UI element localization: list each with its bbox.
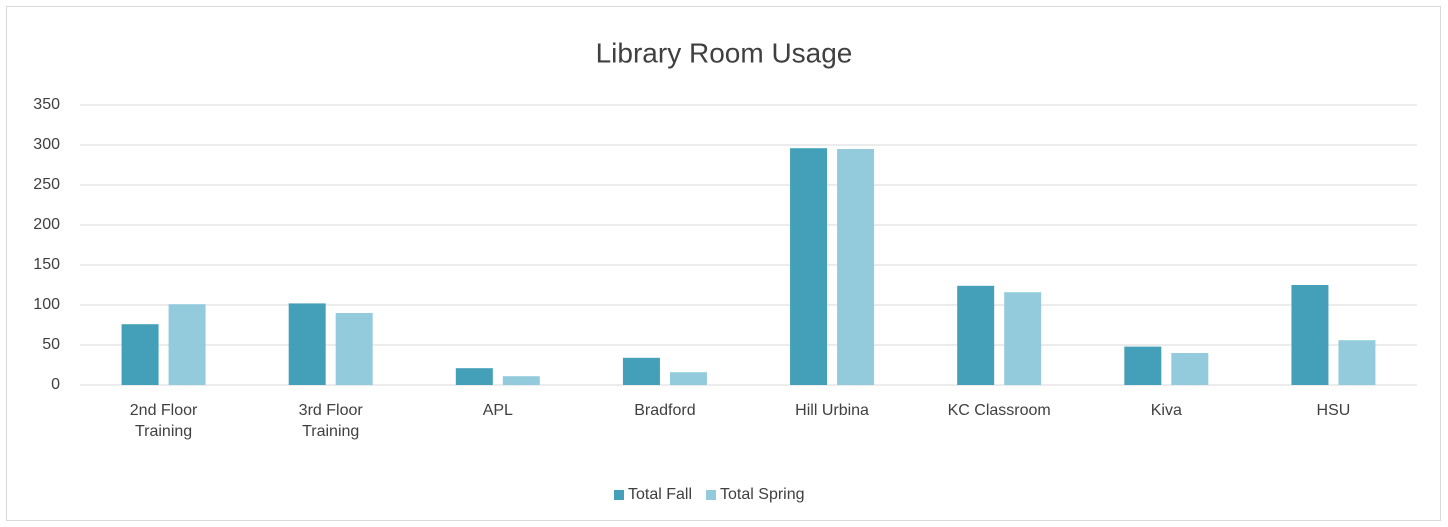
- x-tick-label: APL: [482, 402, 513, 419]
- x-tick-label: Kiva: [1150, 402, 1182, 419]
- y-tick-label: 250: [33, 176, 60, 193]
- legend-label: Total Fall: [628, 486, 692, 503]
- bar: [790, 148, 828, 385]
- bar: [957, 285, 995, 385]
- y-tick-label: 150: [33, 256, 60, 273]
- y-tick-label: 100: [33, 296, 60, 313]
- bar: [1171, 353, 1209, 385]
- y-tick-label: 50: [42, 336, 60, 353]
- x-tick-label: HSU: [1316, 402, 1351, 419]
- y-tick-label: 200: [33, 216, 60, 233]
- legend-swatch: [614, 490, 624, 500]
- bar: [455, 368, 493, 385]
- bar: [168, 304, 206, 385]
- bar: [502, 376, 540, 385]
- bar: [669, 372, 707, 385]
- bar: [1004, 292, 1042, 385]
- bar: [837, 149, 875, 385]
- chart-title: Library Room Usage: [596, 37, 853, 68]
- x-tick-label: Bradford: [634, 402, 696, 419]
- bar: [335, 313, 373, 385]
- bar: [1124, 346, 1162, 385]
- x-tick-label: 2nd Floor Training: [129, 402, 198, 440]
- chart-frame: [6, 6, 1441, 521]
- y-tick-label: 300: [33, 136, 60, 153]
- bar: [622, 357, 660, 385]
- legend-swatch: [706, 490, 717, 500]
- x-tick-label: 3rd Floor Training: [298, 402, 363, 440]
- x-tick-label: Hill Urbina: [795, 402, 869, 419]
- bar: [1338, 340, 1376, 385]
- y-tick-label: 0: [51, 376, 60, 393]
- legend-label: Total Spring: [720, 486, 805, 503]
- y-tick-label: 350: [33, 96, 60, 113]
- bar: [288, 303, 326, 385]
- x-tick-label: KC Classroom: [947, 402, 1051, 419]
- bar: [121, 324, 159, 385]
- bar: [1291, 285, 1329, 385]
